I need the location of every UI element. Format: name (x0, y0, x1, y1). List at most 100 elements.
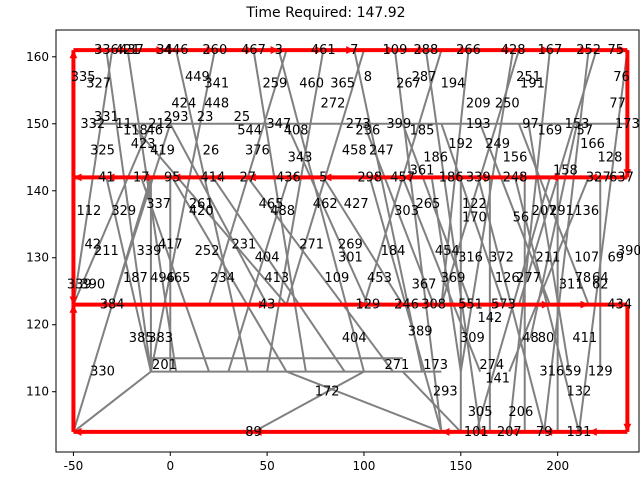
node-label-311: 311 (559, 278, 584, 293)
route-arrowhead-26 (288, 173, 297, 182)
node-label-118: 118 (123, 123, 148, 138)
route-arrowhead-23 (402, 173, 411, 182)
y-axis: 110 120 130 140 150 160 (26, 50, 56, 399)
node-label-372: 372 (489, 251, 514, 266)
node-label-411: 411 (572, 331, 597, 346)
chart-title: Time Required: 147.92 (245, 5, 405, 21)
route-arrowhead-30 (141, 173, 150, 182)
node-label-26: 26 (203, 144, 220, 159)
edge-38 (440, 123, 505, 305)
node-label-247: 247 (369, 144, 394, 159)
route-arrowhead-25 (323, 173, 332, 182)
route-arrowhead-52 (69, 304, 78, 313)
route-arrowhead-1 (98, 46, 107, 55)
route-arrowhead-5 (206, 46, 215, 55)
node-label-252: 252 (195, 244, 220, 259)
edge-21 (227, 177, 290, 372)
node-label-288: 288 (414, 43, 439, 58)
node-label-266: 266 (456, 43, 481, 58)
route-arrowhead-47 (509, 427, 518, 436)
route-arrowhead-48 (476, 427, 485, 436)
node-label-383: 383 (148, 331, 173, 346)
node-label-327: 327 (586, 170, 611, 185)
node-label-48: 48 (522, 331, 539, 346)
route-arrowhead-44 (623, 423, 632, 432)
node-label-347: 347 (266, 117, 291, 132)
node-label-293: 293 (433, 385, 458, 400)
node-label-259: 259 (262, 77, 287, 92)
node-label-287: 287 (412, 70, 437, 85)
node-label-339: 339 (137, 244, 162, 259)
node-label-265: 265 (415, 197, 440, 212)
node-label-341: 341 (204, 77, 229, 92)
route-arrowhead-3 (156, 46, 165, 55)
node-label-75: 75 (607, 43, 624, 58)
node-label-273: 273 (346, 117, 371, 132)
edge-35 (285, 123, 369, 306)
route-arrowhead-7 (270, 46, 279, 55)
node-label-551: 551 (458, 298, 483, 313)
route-arrowhead-39 (462, 300, 471, 309)
route-arrowhead-17 (623, 169, 632, 178)
node-label-76: 76 (613, 70, 630, 85)
node-label-248: 248 (503, 170, 528, 185)
edge-57 (72, 370, 152, 433)
x-tick-label-50: 50 (259, 459, 274, 473)
node-label-305: 305 (468, 405, 493, 420)
route-arrowhead-36 (359, 300, 368, 309)
route-arrowhead-40 (495, 300, 504, 309)
node-label-251: 251 (516, 70, 541, 85)
node-label-637: 637 (609, 170, 634, 185)
node-label-457: 457 (390, 170, 415, 185)
route-arrowhead-14 (541, 46, 550, 55)
node-label-136: 136 (574, 204, 599, 219)
node-label-298: 298 (357, 170, 382, 185)
node-label-408: 408 (284, 123, 309, 138)
node-label-56: 56 (513, 211, 530, 226)
route-arrowhead-10 (386, 46, 395, 55)
node-label-376: 376 (245, 144, 270, 159)
node-label-158: 158 (553, 164, 578, 179)
node-label-64: 64 (592, 271, 609, 286)
node-label-69: 69 (607, 251, 624, 266)
node-label-301: 301 (338, 251, 363, 266)
route-arrowhead-32 (73, 173, 82, 182)
route-arrowhead-24 (369, 173, 378, 182)
node-label-234: 234 (210, 271, 235, 286)
node-label-390: 390 (617, 244, 640, 259)
y-tick-label-160: 160 (26, 50, 49, 64)
node-label-78: 78 (575, 271, 592, 286)
route-arrowhead-31 (106, 173, 115, 182)
node-label-316: 316 (539, 365, 564, 380)
node-label-331: 331 (94, 110, 119, 125)
edge-4 (149, 49, 216, 372)
node-label-337: 337 (146, 197, 171, 212)
x-tick-label-200: 200 (546, 459, 569, 473)
route-arrowhead-46 (544, 427, 553, 436)
edge-17 (140, 177, 210, 372)
node-label-57: 57 (576, 123, 593, 138)
node-label-17: 17 (133, 170, 150, 185)
node-label-172: 172 (315, 385, 340, 400)
node-label-449: 449 (185, 70, 210, 85)
node-label-335: 335 (71, 70, 96, 85)
route-arrowhead-34 (104, 300, 113, 309)
node-label-272: 272 (321, 97, 346, 112)
node-label-25: 25 (234, 110, 251, 125)
node-label-271: 271 (384, 358, 409, 373)
x-tick-label--50: -50 (64, 459, 84, 473)
edge-63 (529, 123, 578, 339)
node-label-389: 389 (408, 324, 433, 339)
edge-34 (169, 123, 269, 306)
y-tick-label-110: 110 (26, 385, 49, 399)
node-label-417: 417 (158, 237, 183, 252)
node-label-293: 293 (164, 110, 189, 125)
route-arrowhead-29 (172, 173, 181, 182)
edge-13 (508, 49, 551, 433)
route-arrowhead-19 (549, 173, 559, 182)
node-label-207: 207 (497, 425, 522, 440)
node-label-185: 185 (410, 123, 435, 138)
node-label-421: 421 (115, 43, 140, 58)
